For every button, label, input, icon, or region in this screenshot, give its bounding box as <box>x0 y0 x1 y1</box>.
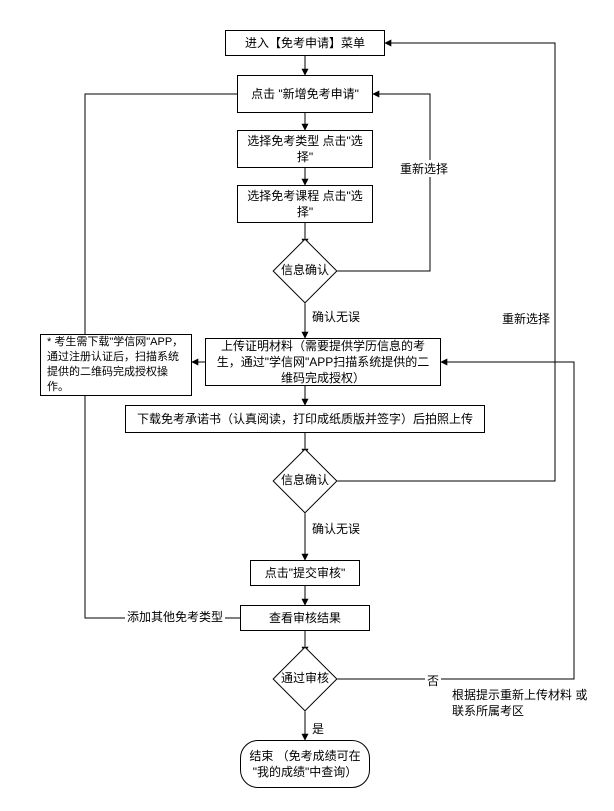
node-click-new: 点击 "新增免考申请" <box>237 75 373 113</box>
node-text: 点击"提交审核" <box>265 565 346 581</box>
node-text: 选择免考类型 点击"选择" <box>244 133 366 165</box>
flowchart-canvas: 进入【免考申请】菜单 点击 "新增免考申请" 选择免考类型 点击"选择" 选择免… <box>0 0 614 811</box>
decision-info-confirm-2: 信息确认 <box>282 458 328 504</box>
node-text: 进入【免考申请】菜单 <box>245 35 365 51</box>
node-download-commitment: 下载免考承诺书（认真阅读，打印成纸质版并签字）后拍照上传 <box>125 405 485 433</box>
node-text: 下载免考承诺书（认真阅读，打印成纸质版并签字）后拍照上传 <box>137 411 473 427</box>
decision-info-confirm-1: 信息确认 <box>282 248 328 294</box>
node-view-result: 查看审核结果 <box>240 605 370 631</box>
node-upload-materials: 上传证明材料（需要提供学历信息的考生，通过"学信网"APP扫描系统提供的二维码完… <box>205 338 441 386</box>
note-xuexin-app: * 考生需下载"学信网"APP，通过注册认证后，扫描系统提供的二维码完成授权操作… <box>40 334 192 396</box>
label-confirm-2: 确认无误 <box>310 520 362 537</box>
label-no-detail: 根据提示重新上传材料 或联系所属考区 <box>450 688 594 719</box>
node-select-type: 选择免考类型 点击"选择" <box>237 130 373 168</box>
node-select-course: 选择免考课程 点击"选择" <box>237 185 373 223</box>
node-text: 通过审核 <box>273 671 337 687</box>
node-text: 结束 （免考成绩可在 "我的成绩"中查询） <box>247 748 363 780</box>
node-text: 查看审核结果 <box>269 610 341 626</box>
label-reselect-1: 重新选择 <box>398 160 450 177</box>
decision-pass-review: 通过审核 <box>282 656 328 702</box>
node-text: 选择免考课程 点击"选择" <box>244 188 366 220</box>
label-reselect-2: 重新选择 <box>500 310 552 327</box>
label-no: 否 <box>425 672 441 689</box>
node-end: 结束 （免考成绩可在 "我的成绩"中查询） <box>240 740 370 788</box>
label-confirm-1: 确认无误 <box>310 308 362 325</box>
node-text: 点击 "新增免考申请" <box>251 86 359 102</box>
node-text: 信息确认 <box>273 473 337 489</box>
node-text: 上传证明材料（需要提供学历信息的考生，通过"学信网"APP扫描系统提供的二维码完… <box>212 338 434 387</box>
label-yes: 是 <box>310 720 326 737</box>
node-enter-menu: 进入【免考申请】菜单 <box>225 30 385 56</box>
label-add-type: 添加其他免考类型 <box>125 608 225 625</box>
node-text: 信息确认 <box>273 263 337 279</box>
node-submit-review: 点击"提交审核" <box>250 560 360 586</box>
node-text: * 考生需下载"学信网"APP，通过注册认证后，扫描系统提供的二维码完成授权操作… <box>47 335 185 394</box>
